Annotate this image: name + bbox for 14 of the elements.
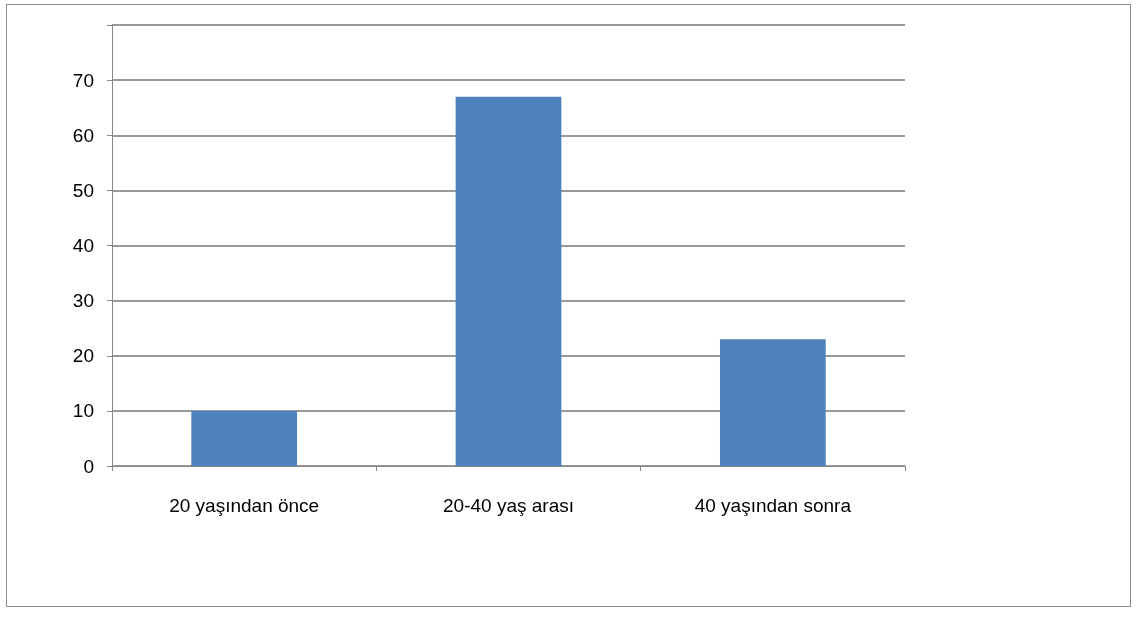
y-tick-label: 0	[83, 455, 94, 477]
y-tick-label: 30	[72, 290, 94, 312]
y-tick-label: 40	[72, 235, 94, 256]
y-tick-label: 70	[72, 69, 94, 91]
y-tick-label: 10	[72, 400, 94, 422]
bar	[455, 96, 562, 466]
bar	[191, 410, 298, 466]
y-tick-label: 20	[72, 345, 94, 367]
y-tick-label: 60	[72, 124, 94, 146]
x-tick-label: 40 yaşından sonra	[694, 495, 852, 516]
x-tick-label: 20 yaşından önce	[169, 495, 320, 516]
y-tick-label: 50	[72, 179, 94, 201]
x-tick-label: 20-40 yaş arası	[443, 495, 574, 516]
bar	[719, 339, 826, 466]
